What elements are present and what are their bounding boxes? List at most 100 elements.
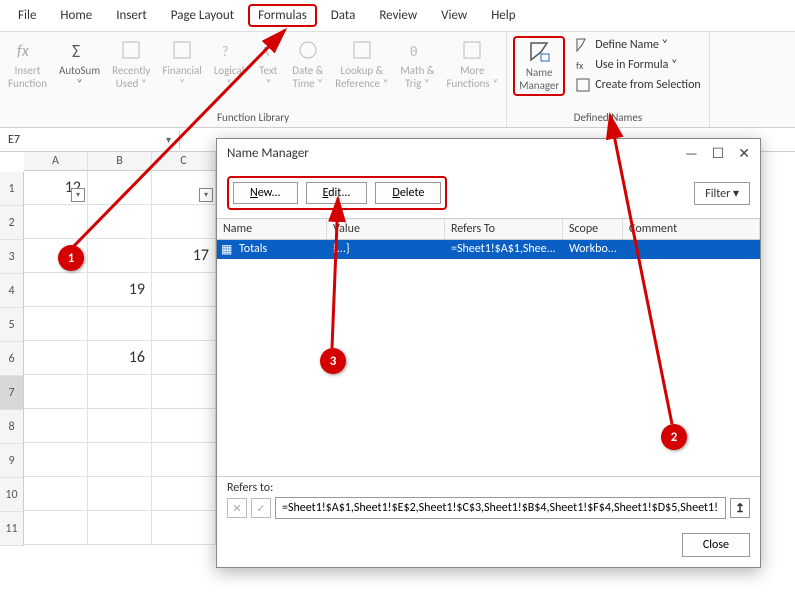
- create-from-selection-button[interactable]: Create from Selection: [573, 76, 703, 94]
- menu-view[interactable]: View: [431, 4, 477, 27]
- col-name[interactable]: Name: [217, 219, 327, 239]
- callout-1: 1: [58, 245, 84, 271]
- cell[interactable]: [88, 307, 152, 341]
- cell[interactable]: [24, 205, 88, 239]
- cell[interactable]: [24, 409, 88, 443]
- autosum-button[interactable]: Σ AutoSum ˅: [57, 36, 102, 92]
- col-comment[interactable]: Comment: [623, 219, 760, 239]
- edit-button[interactable]: Edit...: [306, 182, 368, 204]
- cell[interactable]: [24, 375, 88, 409]
- lookup-button[interactable]: Lookup & Reference ˅: [333, 36, 390, 92]
- cell[interactable]: 12▾: [24, 171, 88, 205]
- cell[interactable]: [152, 443, 216, 477]
- recently-used-button[interactable]: Recently Used ˅: [110, 36, 152, 92]
- cell[interactable]: [88, 171, 152, 205]
- col-header[interactable]: B: [88, 152, 152, 171]
- svg-text:fx: fx: [17, 42, 30, 61]
- row-header[interactable]: 6: [0, 342, 24, 376]
- define-name-button[interactable]: Define Name ˅: [573, 36, 703, 54]
- filter-dropdown-icon[interactable]: ▾: [71, 188, 85, 202]
- label: Define Name ˅: [595, 38, 668, 52]
- minimize-icon[interactable]: —: [685, 145, 698, 162]
- label: ˅: [265, 77, 271, 90]
- cell[interactable]: [24, 443, 88, 477]
- refers-to-input[interactable]: [275, 497, 726, 519]
- name-box[interactable]: E7 ▾: [0, 131, 180, 149]
- col-value[interactable]: Value: [327, 219, 445, 239]
- more-functions-button[interactable]: More Functions ˅: [444, 36, 500, 92]
- name-row[interactable]: ▦ Totals {...} =Sheet1!$A$1,Shee... Work…: [217, 240, 760, 259]
- cancel-edit-icon[interactable]: ✕: [227, 498, 247, 518]
- cell[interactable]: [24, 273, 88, 307]
- cell[interactable]: [152, 341, 216, 375]
- name-manager-button[interactable]: Name Manager: [513, 36, 565, 96]
- cell[interactable]: [88, 511, 152, 545]
- menu-home[interactable]: Home: [50, 4, 102, 27]
- maximize-icon[interactable]: ☐: [712, 145, 725, 162]
- menu-review[interactable]: Review: [369, 4, 427, 27]
- financial-button[interactable]: Financial ˅: [160, 36, 203, 92]
- label: ˅: [226, 77, 232, 90]
- math-trig-button[interactable]: θ Math & Trig ˅: [398, 36, 436, 92]
- cell[interactable]: [88, 375, 152, 409]
- cell[interactable]: 16: [88, 341, 152, 375]
- menu-insert[interactable]: Insert: [106, 4, 157, 27]
- menu-help[interactable]: Help: [481, 4, 525, 27]
- cell[interactable]: [24, 307, 88, 341]
- menu-page-layout[interactable]: Page Layout: [161, 4, 244, 27]
- cell[interactable]: 17: [152, 239, 216, 273]
- cell[interactable]: [152, 375, 216, 409]
- delete-button[interactable]: Delete: [375, 182, 441, 204]
- row-header[interactable]: 10: [0, 478, 24, 512]
- col-header[interactable]: C: [152, 152, 216, 171]
- cell[interactable]: [152, 205, 216, 239]
- row-header[interactable]: 7: [0, 376, 24, 410]
- logical-button[interactable]: ? Logical ˅: [212, 36, 246, 92]
- cell[interactable]: [152, 477, 216, 511]
- confirm-edit-icon[interactable]: ✓: [251, 498, 271, 518]
- row-header[interactable]: 1: [0, 172, 24, 206]
- row-header[interactable]: 4: [0, 274, 24, 308]
- label: Function: [8, 77, 47, 90]
- menu-file[interactable]: File: [8, 4, 46, 27]
- filter-dropdown-icon[interactable]: ▾: [199, 188, 213, 202]
- cell[interactable]: [24, 341, 88, 375]
- row-header[interactable]: 2: [0, 206, 24, 240]
- cell[interactable]: [152, 307, 216, 341]
- new-button[interactable]: New...: [233, 182, 298, 204]
- cell[interactable]: [24, 477, 88, 511]
- col-scope[interactable]: Scope: [563, 219, 623, 239]
- cell[interactable]: [152, 511, 216, 545]
- menu-data[interactable]: Data: [321, 4, 366, 27]
- menu-formulas[interactable]: Formulas: [248, 4, 317, 27]
- cell[interactable]: [88, 239, 152, 273]
- row-header[interactable]: 9: [0, 444, 24, 478]
- text-button[interactable]: A Text ˅: [254, 36, 282, 92]
- close-icon[interactable]: ✕: [738, 145, 750, 162]
- date-time-button[interactable]: Date & Time ˅: [290, 36, 325, 92]
- cell[interactable]: [88, 409, 152, 443]
- cell[interactable]: [24, 511, 88, 545]
- expand-refers-icon[interactable]: ↥: [730, 498, 750, 518]
- filter-button[interactable]: Filter ▾: [694, 182, 750, 205]
- cell[interactable]: 19: [88, 273, 152, 307]
- theta-icon: θ: [405, 38, 429, 62]
- label: Functions ˅: [446, 77, 498, 90]
- row-header[interactable]: 11: [0, 512, 24, 546]
- row-header[interactable]: 3: [0, 240, 24, 274]
- cell[interactable]: [88, 205, 152, 239]
- row-header[interactable]: 5: [0, 308, 24, 342]
- cell[interactable]: ▾: [152, 171, 216, 205]
- use-in-formula-button[interactable]: fx Use in Formula ˅: [573, 56, 703, 74]
- col-refers[interactable]: Refers To: [445, 219, 563, 239]
- cell[interactable]: [152, 409, 216, 443]
- cell[interactable]: [88, 443, 152, 477]
- row-comment: [623, 240, 760, 259]
- cell[interactable]: [152, 273, 216, 307]
- cell[interactable]: [88, 477, 152, 511]
- close-button[interactable]: Close: [682, 533, 750, 557]
- insert-function-button[interactable]: fx Insert Function: [6, 36, 49, 92]
- col-header[interactable]: A: [24, 152, 88, 171]
- row-header[interactable]: 8: [0, 410, 24, 444]
- dialog-buttons-highlight: New... Edit... Delete: [227, 176, 447, 210]
